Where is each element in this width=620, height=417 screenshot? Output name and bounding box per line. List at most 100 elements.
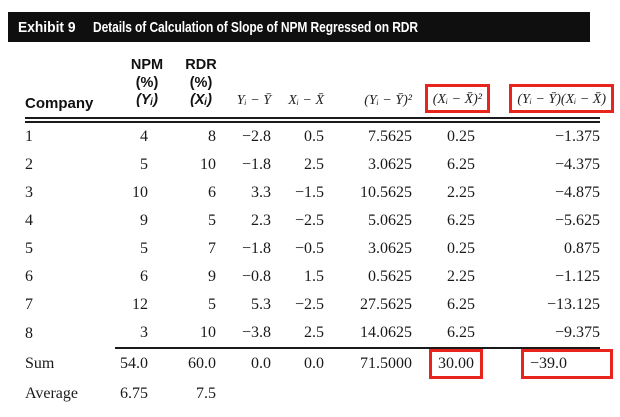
col-header-npm-line2: (%) [135,74,159,91]
col-header-rdr-line1: RDR [185,57,217,73]
cell-x-deviation-squared: 6.25 [447,212,475,229]
cell-x-deviation-squared: 0.25 [447,128,475,145]
cell-x-deviation: −2.5 [294,212,324,229]
col-header-rdr: RDR (%) (Xᵢ) [169,57,233,110]
cell-y-deviation: 5.3 [251,296,271,313]
cell-y-deviation-squared: 0.5625 [368,268,412,285]
table-row: 1 4 8 −2.8 0.5 7.5625 0.25 −1.375 [25,123,600,151]
cell-company: 8 [25,324,33,342]
cell-sum-rdr: 60.0 [148,347,216,379]
table-row: 3 10 6 3.3 −1.5 10.5625 2.25 −4.875 [25,179,600,207]
cell-company: 1 [25,128,33,145]
cell-y-deviation-squared: 3.0625 [368,240,412,257]
col-header-npm: NPM (%) (Yᵢ) [115,57,179,110]
table-row: 7 12 5 5.3 −2.5 27.5625 6.25 −13.125 [25,291,600,319]
cell-x-deviation: 2.5 [304,156,324,173]
cell-cross-product: −9.375 [554,324,600,341]
highlight-box-sum-x-deviation-squared: 30.00 [429,349,483,379]
data-grid: 1 4 8 −2.8 0.5 7.5625 0.25 −1.375 2 5 10… [25,123,613,409]
col-header-npm-line3: (Yᵢ) [136,92,158,108]
cell-x-deviation-squared: 0.25 [447,240,475,257]
cell-y-deviation: −2.8 [241,128,271,145]
cell-sum-y-deviation: 0.0 [216,347,271,379]
table-row: 6 6 9 −0.8 1.5 0.5625 2.25 −1.125 [25,263,600,291]
cell-sum-label: Sum [25,354,55,372]
sum-row: Sum 54.0 60.0 0.0 0.0 71.5000 30.00 −39.… [25,347,613,379]
col-header-npm-line1: NPM [130,57,164,73]
cell-company: 7 [25,296,33,313]
table-row: 5 5 7 −1.8 −0.5 3.0625 0.25 0.875 [25,235,600,263]
cell-npm: 12 [132,296,148,313]
cell-cross-product: −5.625 [554,212,600,229]
cell-x-deviation: −2.5 [294,296,324,313]
exhibit-table: Company NPM (%) (Yᵢ) RDR (%) (Xᵢ) Yᵢ − Ȳ… [25,55,614,409]
cell-y-deviation: −1.8 [241,156,271,173]
cell-average-label: Average [25,385,78,402]
cell-npm: 5 [140,240,148,257]
cell-y-deviation-squared: 3.0625 [368,156,412,173]
cell-npm: 10 [132,184,148,201]
col-header-y-deviation: Yᵢ − Ȳ [236,93,271,108]
cell-rdr: 5 [208,212,216,229]
cell-sum-npm: 54.0 [115,347,148,379]
cell-rdr: 6 [208,184,216,201]
col-header-rdr-line2: (%) [189,74,213,91]
col-header-x-deviation: Xᵢ − X̄ [288,93,324,108]
cell-cross-product: 0.875 [564,240,600,257]
cell-x-deviation-squared: 6.25 [447,156,475,173]
cell-company: 4 [25,212,33,229]
cell-cross-product: −4.375 [554,156,600,173]
cell-x-deviation: −0.5 [294,240,324,257]
cell-sum-x-deviation-squared: 30.00 [412,347,483,379]
cell-npm: 3 [140,324,148,341]
empty-cell [412,379,475,409]
cell-cross-product: −1.375 [554,128,600,145]
cell-x-deviation-squared: 6.25 [447,296,475,313]
cell-x-deviation: 2.5 [304,324,324,341]
cell-average-rdr: 7.5 [196,385,216,402]
average-row: Average 6.75 7.5 [25,379,600,409]
cell-x-deviation: −1.5 [294,184,324,201]
cell-x-deviation-squared: 2.25 [447,268,475,285]
cell-x-deviation: 1.5 [304,268,324,285]
cell-sum-cross-product: −39.0 [475,347,613,379]
table-row: 2 5 10 −1.8 2.5 3.0625 6.25 −4.375 [25,151,600,179]
col-header-x-deviation-squared-highlight-box: (Xᵢ − X̄)² [424,84,490,113]
cell-y-deviation-squared: 27.5625 [360,296,412,313]
cell-y-deviation-squared: 10.5625 [360,184,412,201]
col-header-company: Company [25,95,94,112]
empty-cell [475,379,600,409]
table-row: 4 9 5 2.3 −2.5 5.0625 6.25 −5.625 [25,207,600,235]
cell-company: 2 [25,156,33,173]
cell-x-deviation: 0.5 [304,128,324,145]
cell-x-deviation-squared: 2.25 [447,184,475,201]
col-header-cross-product-highlight-box: (Yᵢ − Ȳ)(Xᵢ − X̄) [509,84,614,113]
table-row: 8 3 10 −3.8 2.5 14.0625 6.25 −9.375 [25,319,600,348]
cell-rdr: 9 [208,268,216,285]
cell-y-deviation-squared: 14.0625 [360,324,412,341]
table-header-row: Company NPM (%) (Yᵢ) RDR (%) (Xᵢ) Yᵢ − Ȳ… [25,55,614,123]
cell-cross-product: −1.125 [554,268,600,285]
cell-rdr: 10 [200,324,216,341]
empty-cell [271,379,324,409]
cell-y-deviation-squared: 7.5625 [368,128,412,145]
cell-company: 6 [25,268,33,285]
col-header-y-deviation-squared: (Yᵢ − Ȳ)² [364,93,412,108]
exhibit-label: Exhibit 9 [18,18,76,36]
cell-rdr: 10 [200,156,216,173]
empty-cell [216,379,271,409]
cell-npm: 4 [140,128,148,145]
highlight-box-sum-cross-product: −39.0 [521,349,613,379]
cell-y-deviation: 2.3 [251,212,271,229]
cell-cross-product: −4.875 [554,184,600,201]
cell-average-npm: 6.75 [120,385,148,402]
cell-sum-x-deviation: 0.0 [271,347,324,379]
cell-y-deviation: −3.8 [241,324,271,341]
cell-y-deviation: −1.8 [241,240,271,257]
cell-rdr: 7 [208,240,216,257]
col-header-rdr-line3: (Xᵢ) [190,92,212,108]
cell-company: 3 [25,184,33,201]
cell-npm: 9 [140,212,148,229]
cell-y-deviation: 3.3 [251,184,271,201]
